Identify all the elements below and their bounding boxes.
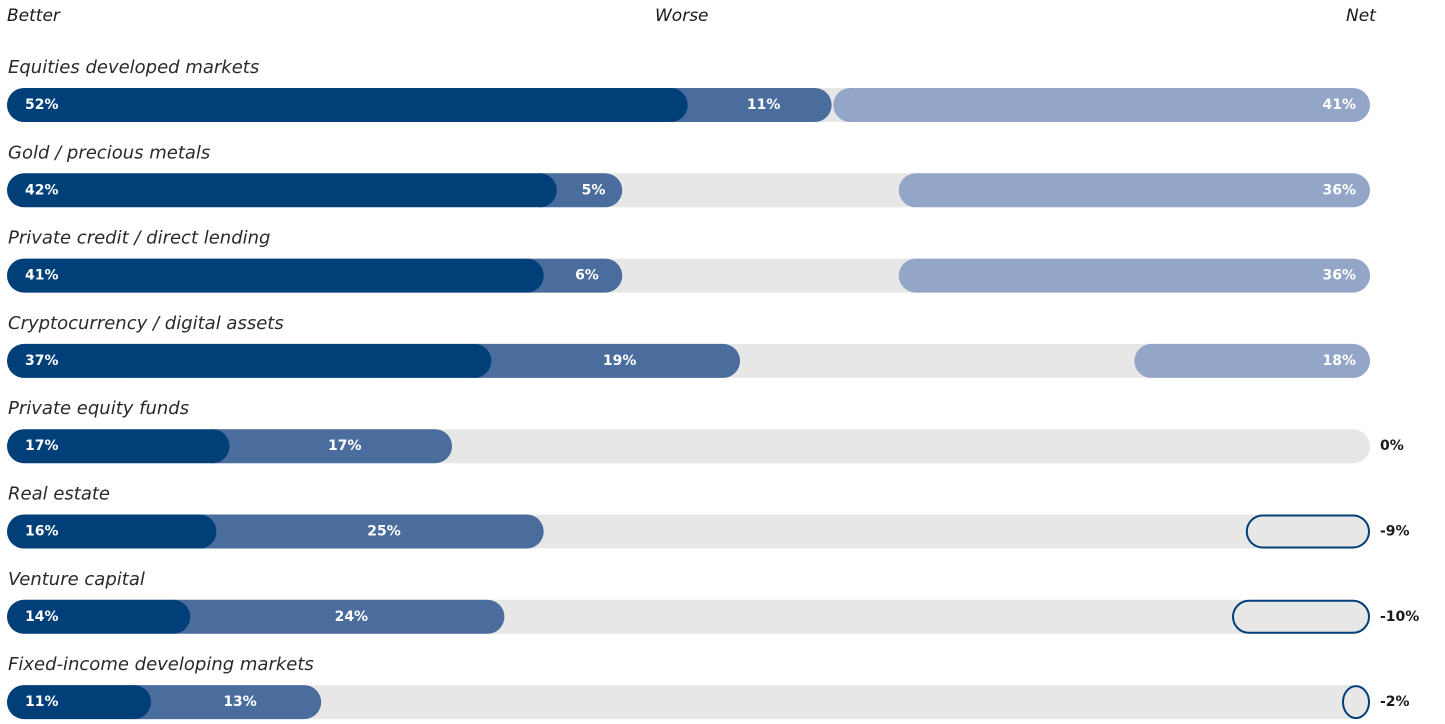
category-label: Cryptocurrency / digital assets bbox=[8, 313, 284, 334]
data-label-worse: 5% bbox=[582, 182, 606, 198]
category-label: Gold / precious metals bbox=[8, 142, 210, 163]
data-label-better: 37% bbox=[25, 353, 59, 369]
data-label-net: -9% bbox=[1380, 524, 1410, 540]
data-label-net: 18% bbox=[1322, 353, 1356, 369]
data-label-worse: 13% bbox=[223, 694, 257, 710]
bar-net bbox=[833, 88, 1370, 122]
category-label: Private equity funds bbox=[8, 398, 189, 419]
bar-worse bbox=[116, 685, 322, 720]
category-label: Equities developed markets bbox=[8, 57, 259, 78]
data-label-better: 42% bbox=[25, 182, 59, 198]
data-label-net: 36% bbox=[1322, 182, 1356, 198]
bar-better bbox=[7, 685, 151, 720]
bar-worse bbox=[457, 343, 741, 378]
data-label-better: 52% bbox=[25, 97, 59, 113]
data-label-worse: 19% bbox=[603, 353, 637, 369]
bar-better bbox=[7, 173, 557, 208]
data-label-worse: 6% bbox=[575, 268, 599, 284]
data-label-net: -10% bbox=[1380, 609, 1419, 625]
bar-better bbox=[7, 599, 191, 634]
bar-better bbox=[7, 514, 217, 549]
legend-net: Net bbox=[1346, 6, 1376, 26]
legend-better: Better bbox=[7, 6, 60, 26]
bar-better bbox=[7, 343, 492, 378]
bar-better bbox=[7, 88, 688, 122]
legend-worse: Worse bbox=[655, 6, 709, 26]
bar-net bbox=[898, 173, 1370, 208]
category-label: Real estate bbox=[8, 484, 110, 505]
bar-net-negative bbox=[1342, 685, 1370, 720]
data-label-better: 11% bbox=[25, 694, 59, 710]
category-label: Venture capital bbox=[8, 569, 145, 590]
bar-worse bbox=[195, 429, 453, 464]
category-label: Private credit / direct lending bbox=[8, 228, 270, 249]
data-label-net: 41% bbox=[1322, 97, 1356, 113]
bar-track bbox=[7, 685, 1370, 720]
data-label-better: 41% bbox=[25, 268, 59, 284]
bar-worse bbox=[653, 88, 832, 122]
data-label-better: 17% bbox=[25, 438, 59, 454]
data-label-better: 16% bbox=[25, 524, 59, 540]
data-label-worse: 11% bbox=[747, 97, 781, 113]
bar-net-negative bbox=[1232, 599, 1370, 634]
bar-worse bbox=[156, 599, 505, 634]
bar-net-negative bbox=[1245, 514, 1371, 549]
data-label-net: 0% bbox=[1380, 438, 1404, 454]
data-label-worse: 17% bbox=[328, 438, 362, 454]
bar-net bbox=[898, 258, 1370, 293]
data-label-worse: 24% bbox=[335, 609, 369, 625]
bar-better bbox=[7, 258, 544, 293]
data-label-net: 36% bbox=[1322, 268, 1356, 284]
category-label: Fixed-income developing markets bbox=[8, 654, 314, 675]
data-label-worse: 25% bbox=[367, 524, 401, 540]
bar-net bbox=[1134, 343, 1370, 378]
bar-worse bbox=[182, 514, 544, 549]
data-label-better: 14% bbox=[25, 609, 59, 625]
bar-better bbox=[7, 429, 230, 464]
data-label-net: -2% bbox=[1380, 694, 1410, 710]
